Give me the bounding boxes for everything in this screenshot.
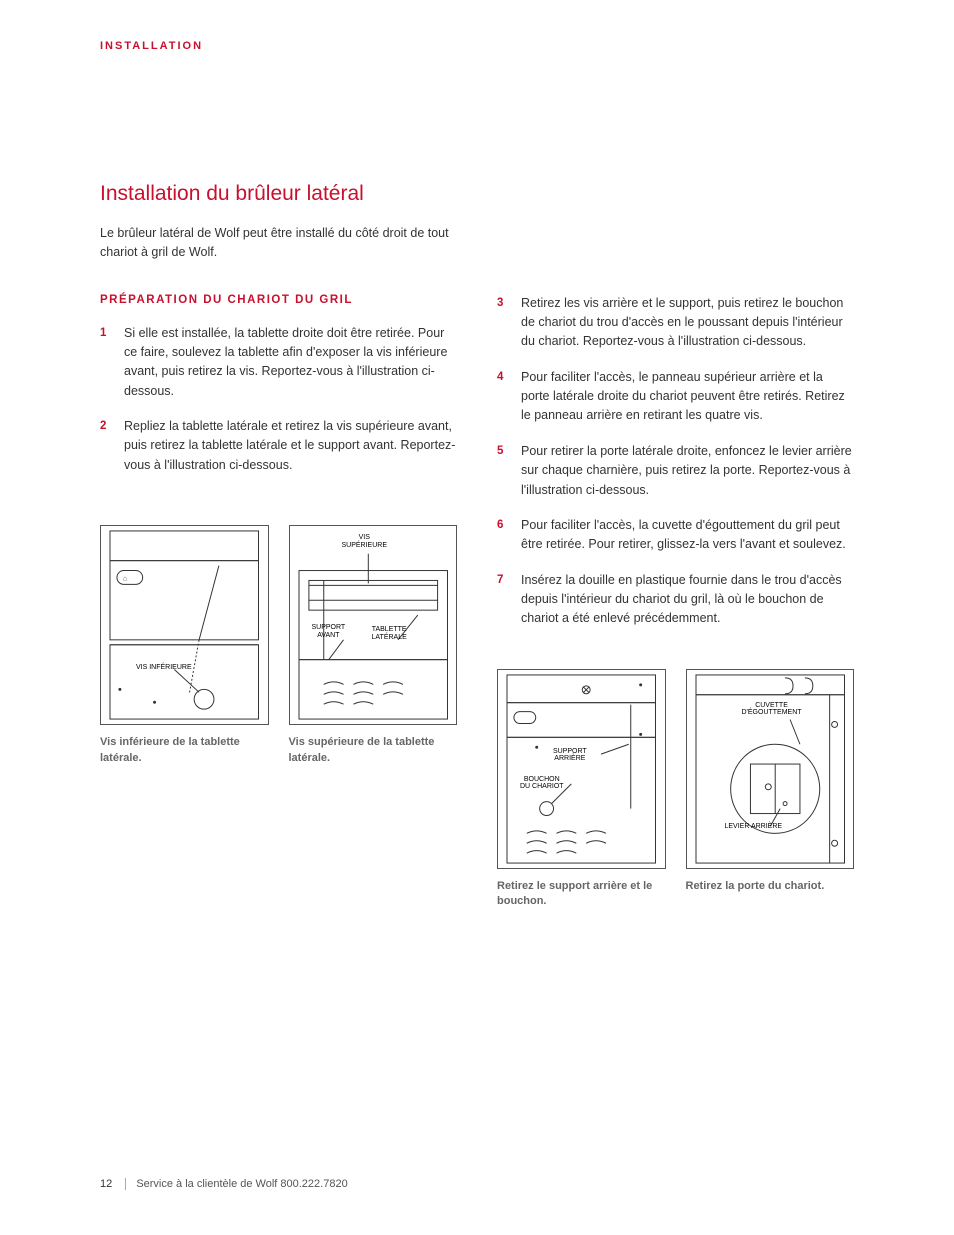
figures-row-right: SUPPORT ARRIÈRE BOUCHON DU CHARIOT Retir… [497,669,854,910]
step-number: 4 [497,368,509,426]
step-text: Pour faciliter l'accès, la cuvette d'égo… [521,516,854,555]
section-intro: Le brûleur latéral de Wolf peut être ins… [100,224,460,262]
figure-caption: Retirez la porte du chariot. [686,879,855,894]
step-text: Retirez les vis arrière et le support, p… [521,294,854,352]
step-item: 2 Repliez la tablette latérale et retire… [100,417,457,475]
step-item: 7 Insérez la douille en plastique fourni… [497,571,854,629]
step-text: Pour retirer la porte latérale droite, e… [521,442,854,500]
left-column: PRÉPARATION DU CHARIOT DU GRIL 1 Si elle… [100,294,457,910]
right-column: 3 Retirez les vis arrière et le support,… [497,294,854,910]
subsection-heading: PRÉPARATION DU CHARIOT DU GRIL [100,294,457,306]
figure-label: TABLETTE LATÉRALE [372,626,407,641]
section-title: Installation du brûleur latéral [100,182,854,206]
page-footer: 12 Service à la clientèle de Wolf 800.22… [100,1178,348,1190]
step-number: 7 [497,571,509,629]
figure-caption: Vis supérieure de la tablette latérale. [289,735,458,766]
steps-list-left: 1 Si elle est installée, la tablette dro… [100,324,457,476]
figure-caption: Retirez le support arrière et le bouchon… [497,879,666,910]
step-item: 5 Pour retirer la porte latérale droite,… [497,442,854,500]
step-text: Pour faciliter l'accès, le panneau supér… [521,368,854,426]
step-item: 4 Pour faciliter l'accès, le panneau sup… [497,368,854,426]
step-text: Si elle est installée, la tablette droit… [124,324,457,402]
figure-caption: Vis inférieure de la tablette latérale. [100,735,269,766]
figure: VIS SUPÉRIEURE SUPPORT AVANT TABLETTE LA… [289,525,458,766]
figures-row-left: ⌂ VIS INFÉRIEURE Vis inférieure de la ta… [100,525,457,766]
figure: SUPPORT ARRIÈRE BOUCHON DU CHARIOT Retir… [497,669,666,910]
header-section-label: INSTALLATION [100,40,854,52]
figure-label: LEVIER ARRIÈRE [725,823,783,831]
figure: CUVETTE D'ÉGOUTTEMENT LEVIER ARRIÈRE Ret… [686,669,855,910]
figure-label: VIS INFÉRIEURE [136,664,192,672]
figure: ⌂ VIS INFÉRIEURE Vis inférieure de la ta… [100,525,269,766]
figure-illustration: ⌂ VIS INFÉRIEURE [100,525,269,725]
two-column-layout: PRÉPARATION DU CHARIOT DU GRIL 1 Si elle… [100,294,854,910]
figure-illustration: VIS SUPÉRIEURE SUPPORT AVANT TABLETTE LA… [289,525,458,725]
step-item: 1 Si elle est installée, la tablette dro… [100,324,457,402]
figure-label: SUPPORT AVANT [312,624,346,639]
figure-label: BOUCHON DU CHARIOT [520,776,564,791]
figure-label: CUVETTE D'ÉGOUTTEMENT [742,702,802,717]
steps-list-right: 3 Retirez les vis arrière et le support,… [497,294,854,629]
figure-illustration: SUPPORT ARRIÈRE BOUCHON DU CHARIOT [497,669,666,869]
step-number: 1 [100,324,112,402]
step-item: 3 Retirez les vis arrière et le support,… [497,294,854,352]
step-number: 5 [497,442,509,500]
step-text: Repliez la tablette latérale et retirez … [124,417,457,475]
step-number: 3 [497,294,509,352]
figure-label: SUPPORT ARRIÈRE [553,748,587,763]
step-number: 6 [497,516,509,555]
step-item: 6 Pour faciliter l'accès, la cuvette d'é… [497,516,854,555]
svg-text:⌂: ⌂ [123,576,127,583]
footer-text: Service à la clientèle de Wolf 800.222.7… [125,1178,347,1190]
figure-illustration: CUVETTE D'ÉGOUTTEMENT LEVIER ARRIÈRE [686,669,855,869]
step-text: Insérez la douille en plastique fournie … [521,571,854,629]
page-number: 12 [100,1178,112,1190]
figure-label: VIS SUPÉRIEURE [342,534,388,549]
step-number: 2 [100,417,112,475]
